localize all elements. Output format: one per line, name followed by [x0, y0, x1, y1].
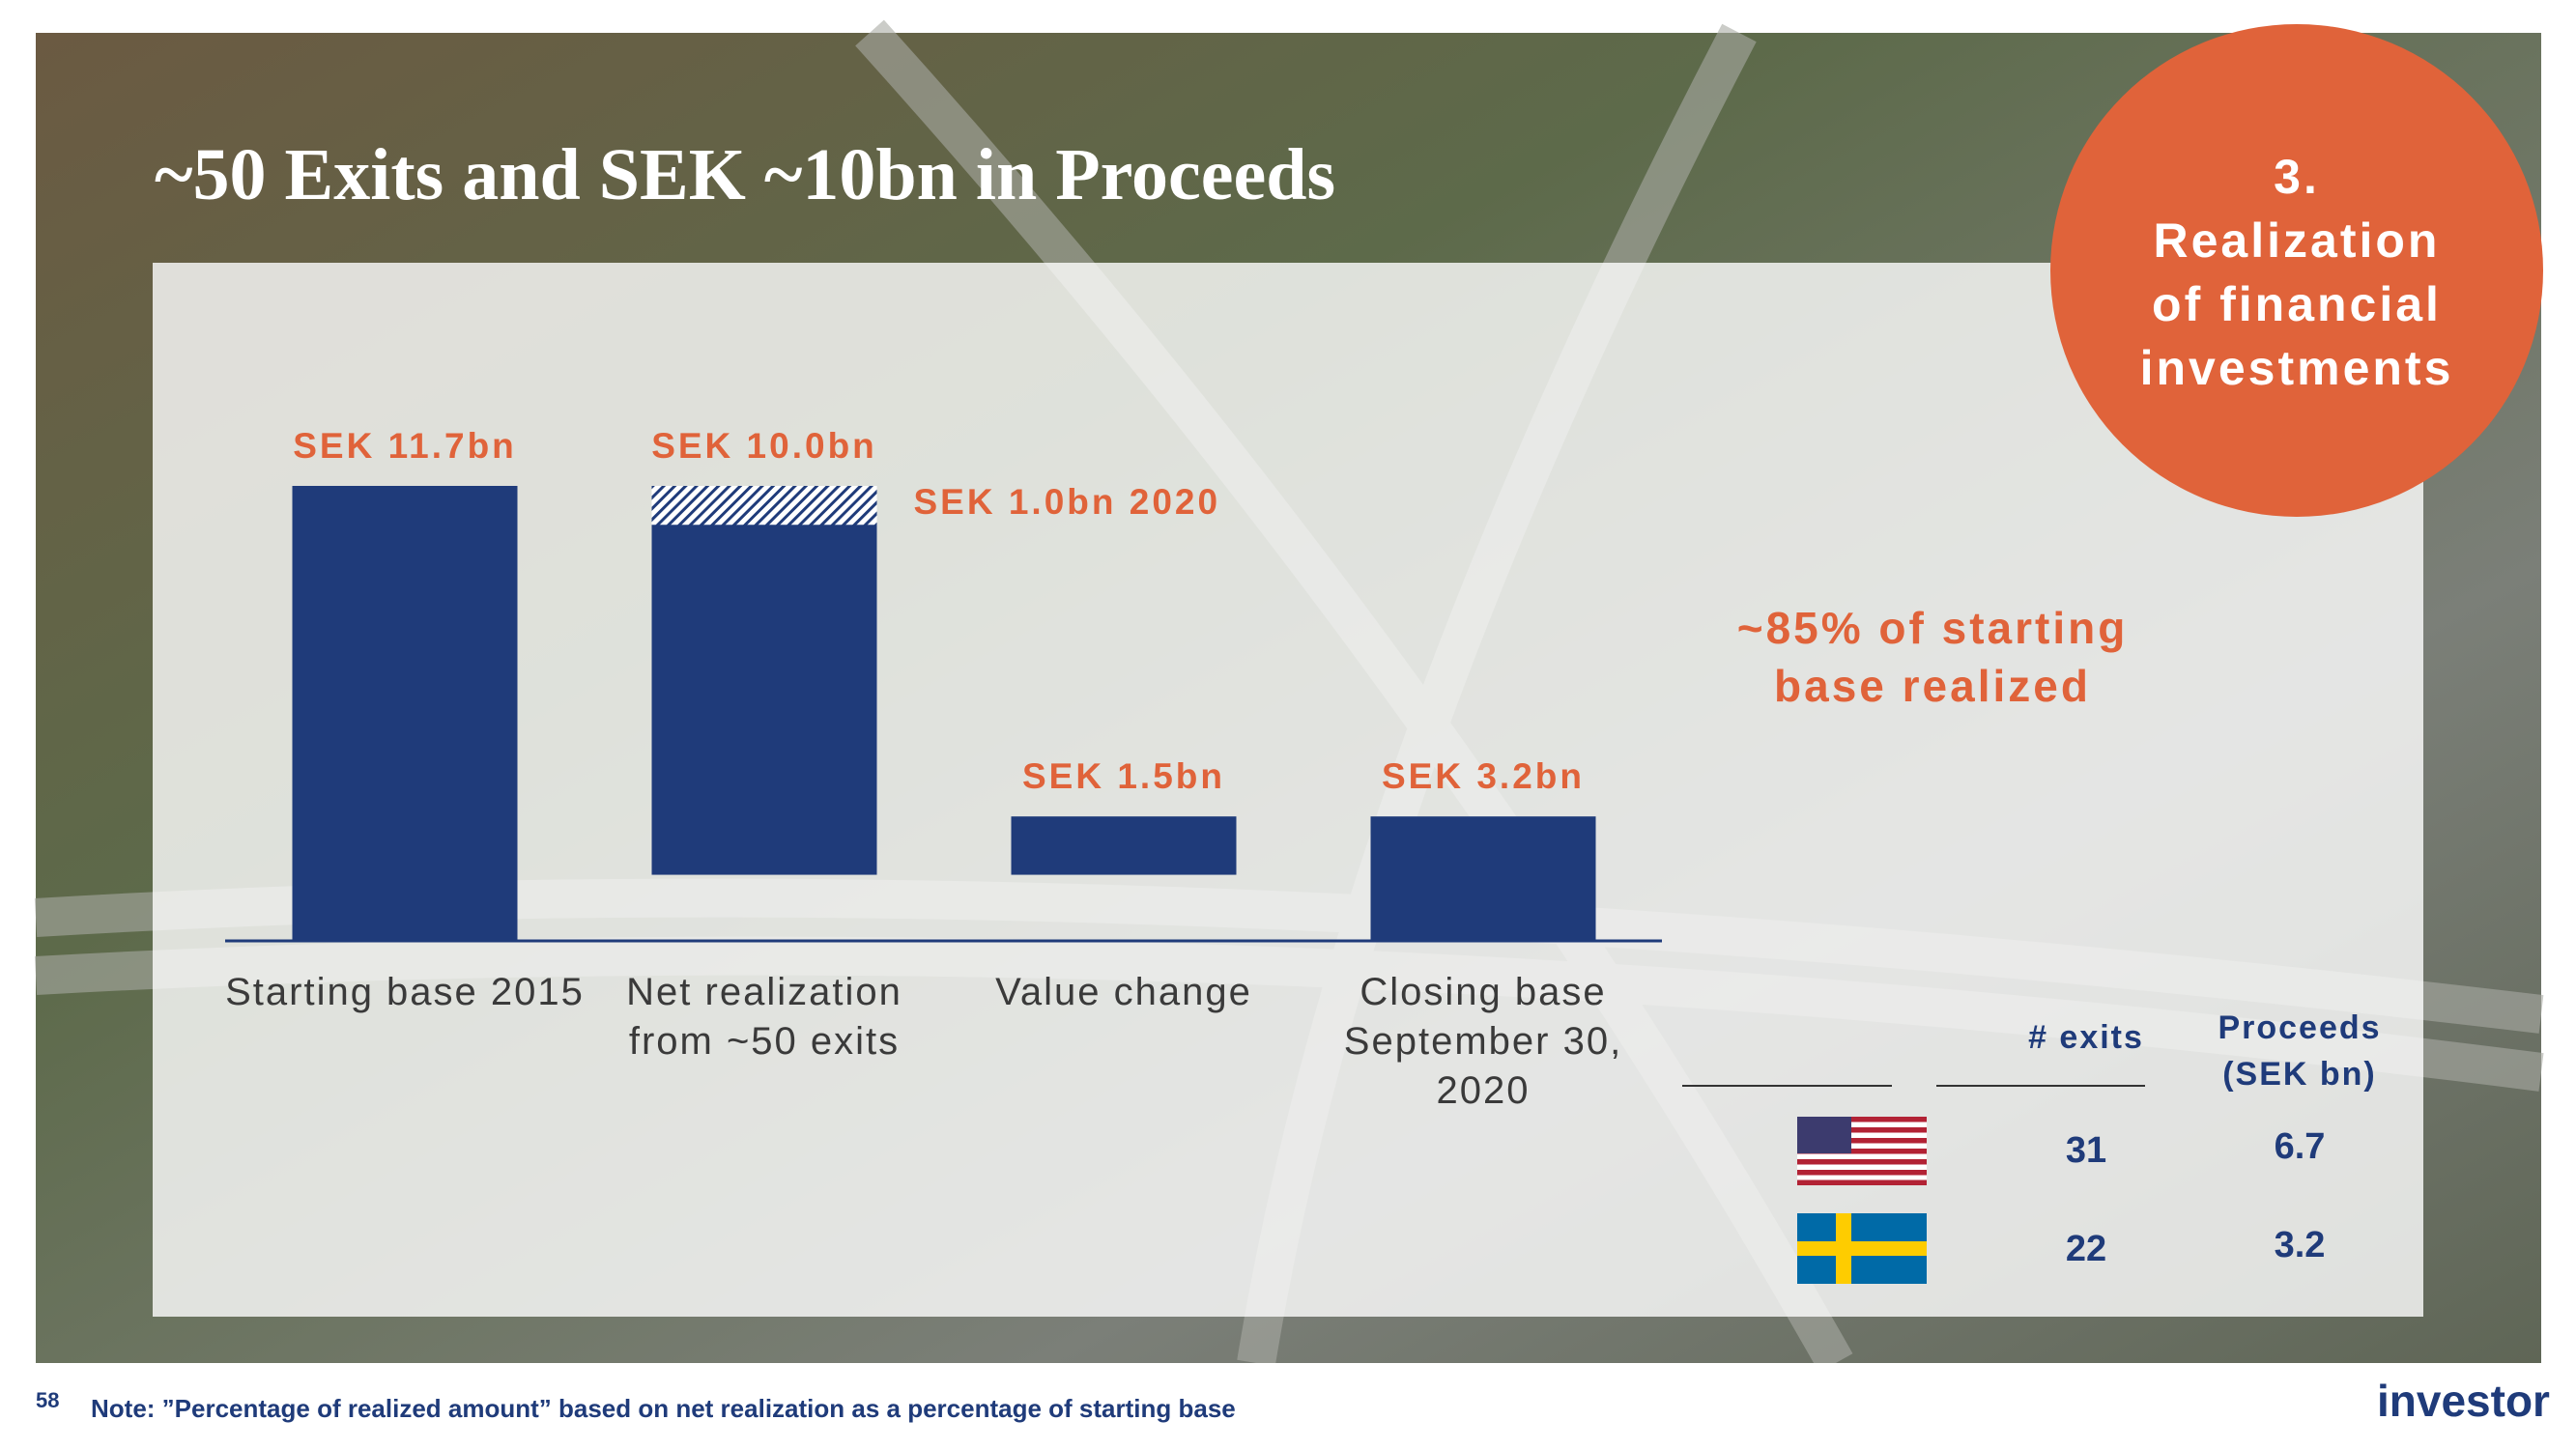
footnote: Note: ”Percentage of realized amount” ba…	[91, 1394, 1236, 1423]
x-tick-label: Closing base September 30, 2020	[1343, 971, 1623, 1112]
bar	[292, 486, 518, 941]
slide-title: ~50 Exits and SEK ~10bn in Proceeds	[155, 134, 1336, 215]
badge-circle	[2050, 24, 2543, 517]
footer-bar	[0, 1363, 2576, 1449]
highlight-label: SEK 1.0bn 2020	[913, 482, 1221, 522]
table-cell: 6.7	[2274, 1126, 2326, 1167]
sweden-flag	[1797, 1213, 1927, 1284]
bar	[651, 486, 877, 875]
table-cell: 31	[2065, 1130, 2107, 1171]
bar	[1370, 816, 1596, 941]
panel	[153, 263, 2423, 1317]
value-label: SEK 11.7bn	[293, 426, 517, 466]
us-flag	[1797, 1117, 1927, 1185]
value-label: SEK 1.5bn	[1022, 756, 1225, 797]
x-tick-label: Starting base 2015	[225, 971, 585, 1013]
table-header: Proceeds (SEK bn)	[2218, 1009, 2382, 1093]
value-label: SEK 3.2bn	[1382, 756, 1585, 797]
x-tick-label: Net realization from ~50 exits	[626, 971, 902, 1063]
annotation: ~85% of starting base realized	[1736, 603, 2129, 711]
page-number: 58	[36, 1388, 60, 1412]
table-header: # exits	[2028, 1019, 2144, 1056]
value-label: SEK 10.0bn	[651, 426, 877, 466]
table-cell: 22	[2065, 1229, 2107, 1269]
badge-text: 3. Realization of financial investments	[2139, 150, 2454, 395]
highlight-segment	[651, 486, 877, 526]
x-tick-label: Value change	[995, 971, 1252, 1013]
logo: investor	[2377, 1376, 2550, 1426]
table-cell: 3.2	[2274, 1225, 2326, 1265]
bar	[1011, 816, 1237, 875]
